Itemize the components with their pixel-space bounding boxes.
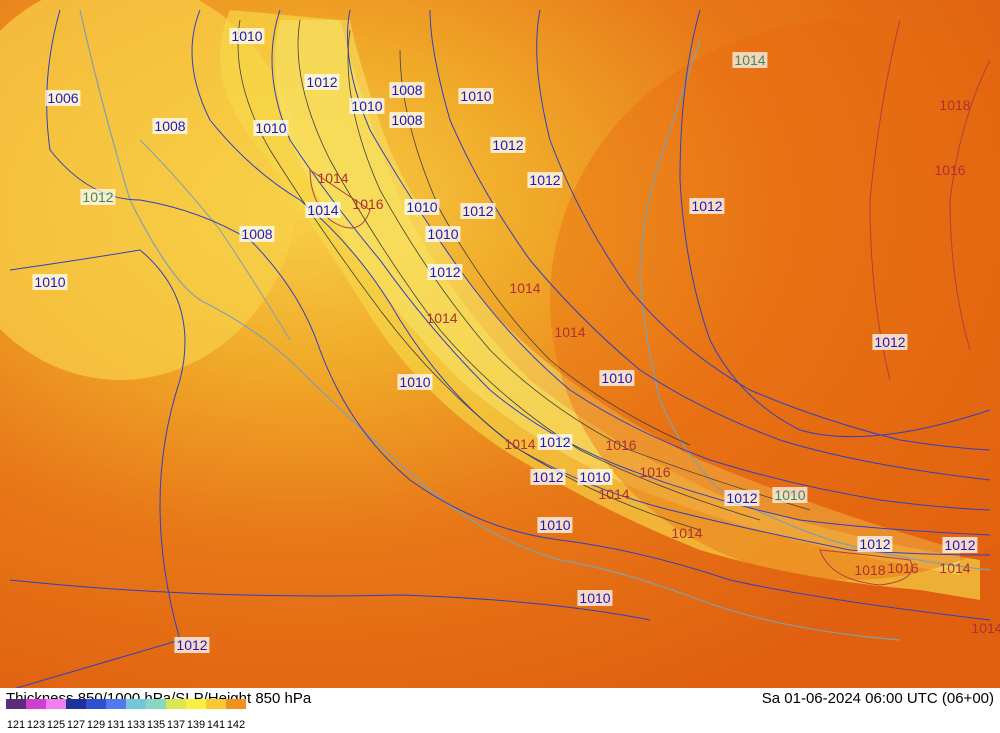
- pressure-label: 1010: [229, 28, 264, 44]
- pressure-label: 1010: [349, 98, 384, 114]
- pressure-label: 1014: [502, 436, 537, 452]
- colorbar-entry: 121: [6, 709, 26, 731]
- pressure-label: 1012: [490, 137, 525, 153]
- pressure-label: 1010: [577, 590, 612, 606]
- colorbar-entry: 131: [106, 709, 126, 731]
- pressure-label: 1010: [577, 469, 612, 485]
- pressure-label: 1012: [530, 469, 565, 485]
- pressure-label: 1014: [424, 310, 459, 326]
- colorbar-entry: 139: [186, 709, 206, 731]
- colorbar-tick: 123: [26, 719, 46, 731]
- pressure-label: 1008: [239, 226, 274, 242]
- pressure-label: 1012: [80, 189, 115, 205]
- colorbar-swatch: [66, 699, 86, 709]
- footer-datetime: Sa 01-06-2024 06:00 UTC (06+00): [762, 690, 994, 707]
- colorbar-swatch: [26, 699, 46, 709]
- colorbar-entry: 125: [46, 709, 66, 731]
- colorbar-swatch: [126, 699, 146, 709]
- colorbar-entry: 129: [86, 709, 106, 731]
- colorbar-swatch: [166, 699, 186, 709]
- pressure-label: 1010: [397, 374, 432, 390]
- pressure-label: 1016: [637, 464, 672, 480]
- pressure-label: 1012: [304, 74, 339, 90]
- pressure-label: 1014: [937, 560, 972, 576]
- colorbar-entry: 141: [206, 709, 226, 731]
- pressure-label: 1012: [527, 172, 562, 188]
- pressure-label: 1012: [537, 434, 572, 450]
- pressure-label: 1012: [872, 334, 907, 350]
- pressure-label: 1014: [507, 280, 542, 296]
- pressure-label: 1012: [689, 198, 724, 214]
- colorbar-tick: 141: [206, 719, 226, 731]
- colorbar-swatch: [206, 699, 226, 709]
- pressure-label: 1012: [857, 536, 892, 552]
- pressure-label: 1012: [174, 637, 209, 653]
- colorbar-swatch: [46, 699, 66, 709]
- colorbar-tick: 127: [66, 719, 86, 731]
- colorbar-tick: 142: [226, 719, 246, 731]
- colorbar-tick: 137: [166, 719, 186, 731]
- pressure-label: 1010: [404, 199, 439, 215]
- colorbar-entry: 127: [66, 709, 86, 731]
- pressure-label: 1006: [45, 90, 80, 106]
- map-background: [0, 0, 1000, 690]
- weather-map: 1010101410061012100810101010101810081010…: [0, 0, 1000, 690]
- colorbar-swatch: [186, 699, 206, 709]
- colorbar-entry: 123: [26, 709, 46, 731]
- pressure-label: 1012: [942, 537, 977, 553]
- pressure-label: 1012: [460, 203, 495, 219]
- colorbar-swatch: [6, 699, 26, 709]
- pressure-label: 1014: [669, 525, 704, 541]
- pressure-label: 1010: [32, 274, 67, 290]
- colorbar: 121123125127129131133135137139141142: [6, 711, 246, 731]
- colorbar-tick: 135: [146, 719, 166, 731]
- pressure-label: 1014: [969, 620, 1000, 636]
- pressure-label: 1008: [389, 82, 424, 98]
- pressure-label: 1010: [772, 487, 807, 503]
- pressure-label: 1014: [315, 170, 350, 186]
- pressure-label: 1010: [458, 88, 493, 104]
- pressure-label: 1012: [427, 264, 462, 280]
- colorbar-tick: 139: [186, 719, 206, 731]
- pressure-label: 1012: [724, 490, 759, 506]
- pressure-label: 1014: [552, 324, 587, 340]
- colorbar-entry: 133: [126, 709, 146, 731]
- colorbar-swatch: [146, 699, 166, 709]
- colorbar-entry: 142: [226, 709, 246, 731]
- pressure-label: 1014: [596, 486, 631, 502]
- colorbar-swatch: [106, 699, 126, 709]
- colorbar-entry: 135: [146, 709, 166, 731]
- colorbar-swatch: [86, 699, 106, 709]
- pressure-label: 1010: [599, 370, 634, 386]
- pressure-label: 1016: [603, 437, 638, 453]
- pressure-label: 1008: [152, 118, 187, 134]
- pressure-label: 1016: [350, 196, 385, 212]
- colorbar-tick: 131: [106, 719, 126, 731]
- pressure-label: 1018: [937, 97, 972, 113]
- pressure-label: 1010: [253, 120, 288, 136]
- colorbar-tick: 129: [86, 719, 106, 731]
- colorbar-tick: 125: [46, 719, 66, 731]
- pressure-label: 1010: [425, 226, 460, 242]
- pressure-label: 1010: [537, 517, 572, 533]
- footer: Thickness 850/1000 hPa/SLP/Height 850 hP…: [0, 688, 1000, 733]
- pressure-label: 1018: [852, 562, 887, 578]
- colorbar-entry: 137: [166, 709, 186, 731]
- colorbar-tick: 133: [126, 719, 146, 731]
- pressure-label: 1016: [885, 560, 920, 576]
- colorbar-tick: 121: [6, 719, 26, 731]
- pressure-label: 1008: [389, 112, 424, 128]
- colorbar-swatch: [226, 699, 246, 709]
- pressure-label: 1014: [305, 202, 340, 218]
- pressure-label: 1014: [732, 52, 767, 68]
- pressure-label: 1016: [932, 162, 967, 178]
